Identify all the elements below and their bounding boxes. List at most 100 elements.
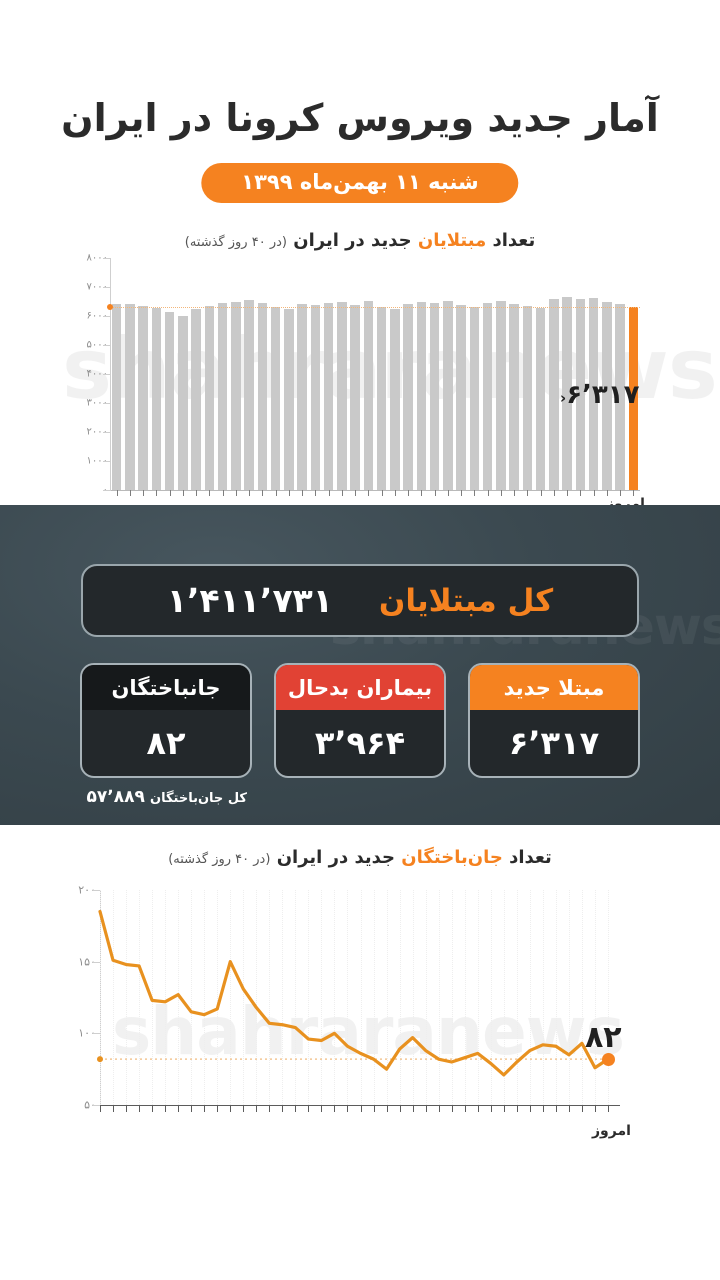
- bar: [125, 303, 135, 490]
- bar-x-tick: [593, 490, 595, 496]
- deaths-today-marker: [601, 1052, 615, 1066]
- line-gridline: [373, 890, 375, 1105]
- bar-y-tick-label: ۷۰۰۰: [86, 281, 108, 293]
- line-x-tick: [282, 1105, 284, 1112]
- bar: [178, 315, 188, 490]
- bar: [363, 301, 374, 490]
- caption-accent: مبتلایان: [417, 230, 487, 251]
- bar: [111, 303, 122, 490]
- line-x-tick: [243, 1105, 245, 1112]
- stat-cards-row: مبتلا جدید ۶٬۳۱۷ بیماران بدحال ۳٬۹۶۴ جان…: [80, 663, 640, 778]
- bar-today: [628, 306, 639, 490]
- line-gridline: [204, 890, 206, 1105]
- line-x-tick: [334, 1105, 336, 1112]
- bar-x-tick: [580, 490, 582, 496]
- bar-x-tick: [514, 490, 516, 496]
- line-chart-x-axis-line: [100, 1105, 620, 1106]
- bar: [469, 307, 480, 490]
- bar-chart-y-axis: ۸۰۰۰۷۰۰۰۶۰۰۰۵۰۰۰۴۰۰۰۳۰۰۰۲۰۰۰۱۰۰۰۰: [62, 253, 108, 496]
- line-x-tick: [438, 1105, 440, 1112]
- deaths-line-chart: ۲۰۰ ۱۵۰ ۱۰۰ ۵۰ ۸۲ امروز: [0, 884, 720, 1160]
- line-gridline: [477, 890, 479, 1105]
- bar-chart-plot-area: [107, 258, 640, 490]
- bar-x-tick: [487, 490, 489, 496]
- bar: [284, 309, 294, 490]
- bar-x-tick: [169, 490, 171, 496]
- bar-x-tick: [341, 490, 343, 496]
- bar: [509, 303, 519, 490]
- bar: [615, 304, 625, 490]
- line-x-tick: [477, 1105, 479, 1112]
- line-gridline: [412, 890, 414, 1105]
- stat-card-deaths: جانباختگان ۸۲: [80, 663, 252, 778]
- bar-x-tick: [222, 490, 224, 496]
- line-x-tick: [152, 1105, 154, 1112]
- line-chart-y-axis: ۲۰۰ ۱۵۰ ۱۰۰ ۵۰: [56, 884, 96, 1112]
- bar: [191, 309, 201, 490]
- bar-x-tick: [553, 490, 555, 496]
- line-gridline: [256, 890, 258, 1105]
- line-x-tick: [412, 1105, 414, 1112]
- line-x-tick: [217, 1105, 219, 1112]
- bar-y-tick: [103, 374, 111, 375]
- bar-x-tick: [408, 490, 410, 496]
- bar-x-tick: [288, 490, 290, 496]
- line-x-tick: [503, 1105, 505, 1112]
- bar: [270, 307, 281, 490]
- bar: [535, 308, 546, 490]
- bar-x-tick: [182, 490, 184, 496]
- line-gridline: [568, 890, 570, 1105]
- line-x-tick: [321, 1105, 323, 1112]
- bar: [588, 298, 599, 490]
- line-y-tick: [93, 961, 101, 963]
- bar: [323, 302, 334, 490]
- bar-x-tick: [368, 490, 370, 496]
- line-gridline: [386, 890, 388, 1105]
- bar: [337, 302, 347, 490]
- stat-card-deaths-label: جانباختگان: [82, 665, 250, 710]
- line-gridline: [360, 890, 362, 1105]
- line-y-tick: [93, 1033, 101, 1035]
- bar-x-tick: [633, 490, 635, 496]
- bar-x-tick: [381, 490, 383, 496]
- line-gridline: [464, 890, 466, 1105]
- line-chart-plot-area: [97, 890, 615, 1105]
- deaths-value-callout: ۸۲: [585, 1020, 622, 1055]
- line-x-tick: [113, 1105, 115, 1112]
- line-gridline: [217, 890, 219, 1105]
- bar-reference-dot: [107, 303, 113, 310]
- bar-y-tick-label: ۱۰۰۰: [86, 455, 108, 467]
- bar-x-tick: [394, 490, 396, 496]
- caption-note: (در ۴۰ روز گذشته): [184, 235, 287, 250]
- line-x-tick: [347, 1105, 349, 1112]
- line-gridline: [425, 890, 427, 1105]
- line-gridline: [113, 890, 115, 1105]
- bar: [350, 304, 360, 490]
- line-x-tick: [425, 1105, 427, 1112]
- bar: [376, 307, 387, 490]
- caption-prefix: تعداد: [486, 230, 536, 251]
- bar-chart-x-ticks: [110, 490, 640, 497]
- bar-x-tick: [355, 490, 357, 496]
- bar-x-tick: [461, 490, 463, 496]
- bar-y-tick-label: ۳۰۰۰: [86, 397, 108, 409]
- line-gridline: [165, 890, 167, 1105]
- line-x-tick: [608, 1105, 609, 1112]
- line-gridline: [243, 890, 245, 1105]
- line-gridline: [308, 890, 310, 1105]
- stat-card-deaths-value: ۸۲: [146, 724, 186, 762]
- line-gridline: [139, 890, 141, 1105]
- bar: [151, 308, 162, 490]
- bar-x-tick: [447, 490, 449, 496]
- bar: [403, 303, 413, 490]
- bar-reference-line: [110, 306, 640, 308]
- bar: [562, 297, 572, 490]
- bar: [138, 306, 148, 490]
- bar: [429, 303, 440, 490]
- line-x-tick: [490, 1105, 492, 1112]
- total-deaths-value: ۵۷٬۸۸۹: [86, 787, 145, 807]
- line-x-tick: [178, 1105, 180, 1112]
- bar-x-tick: [434, 490, 436, 496]
- caption-middle: جدید: [364, 230, 418, 251]
